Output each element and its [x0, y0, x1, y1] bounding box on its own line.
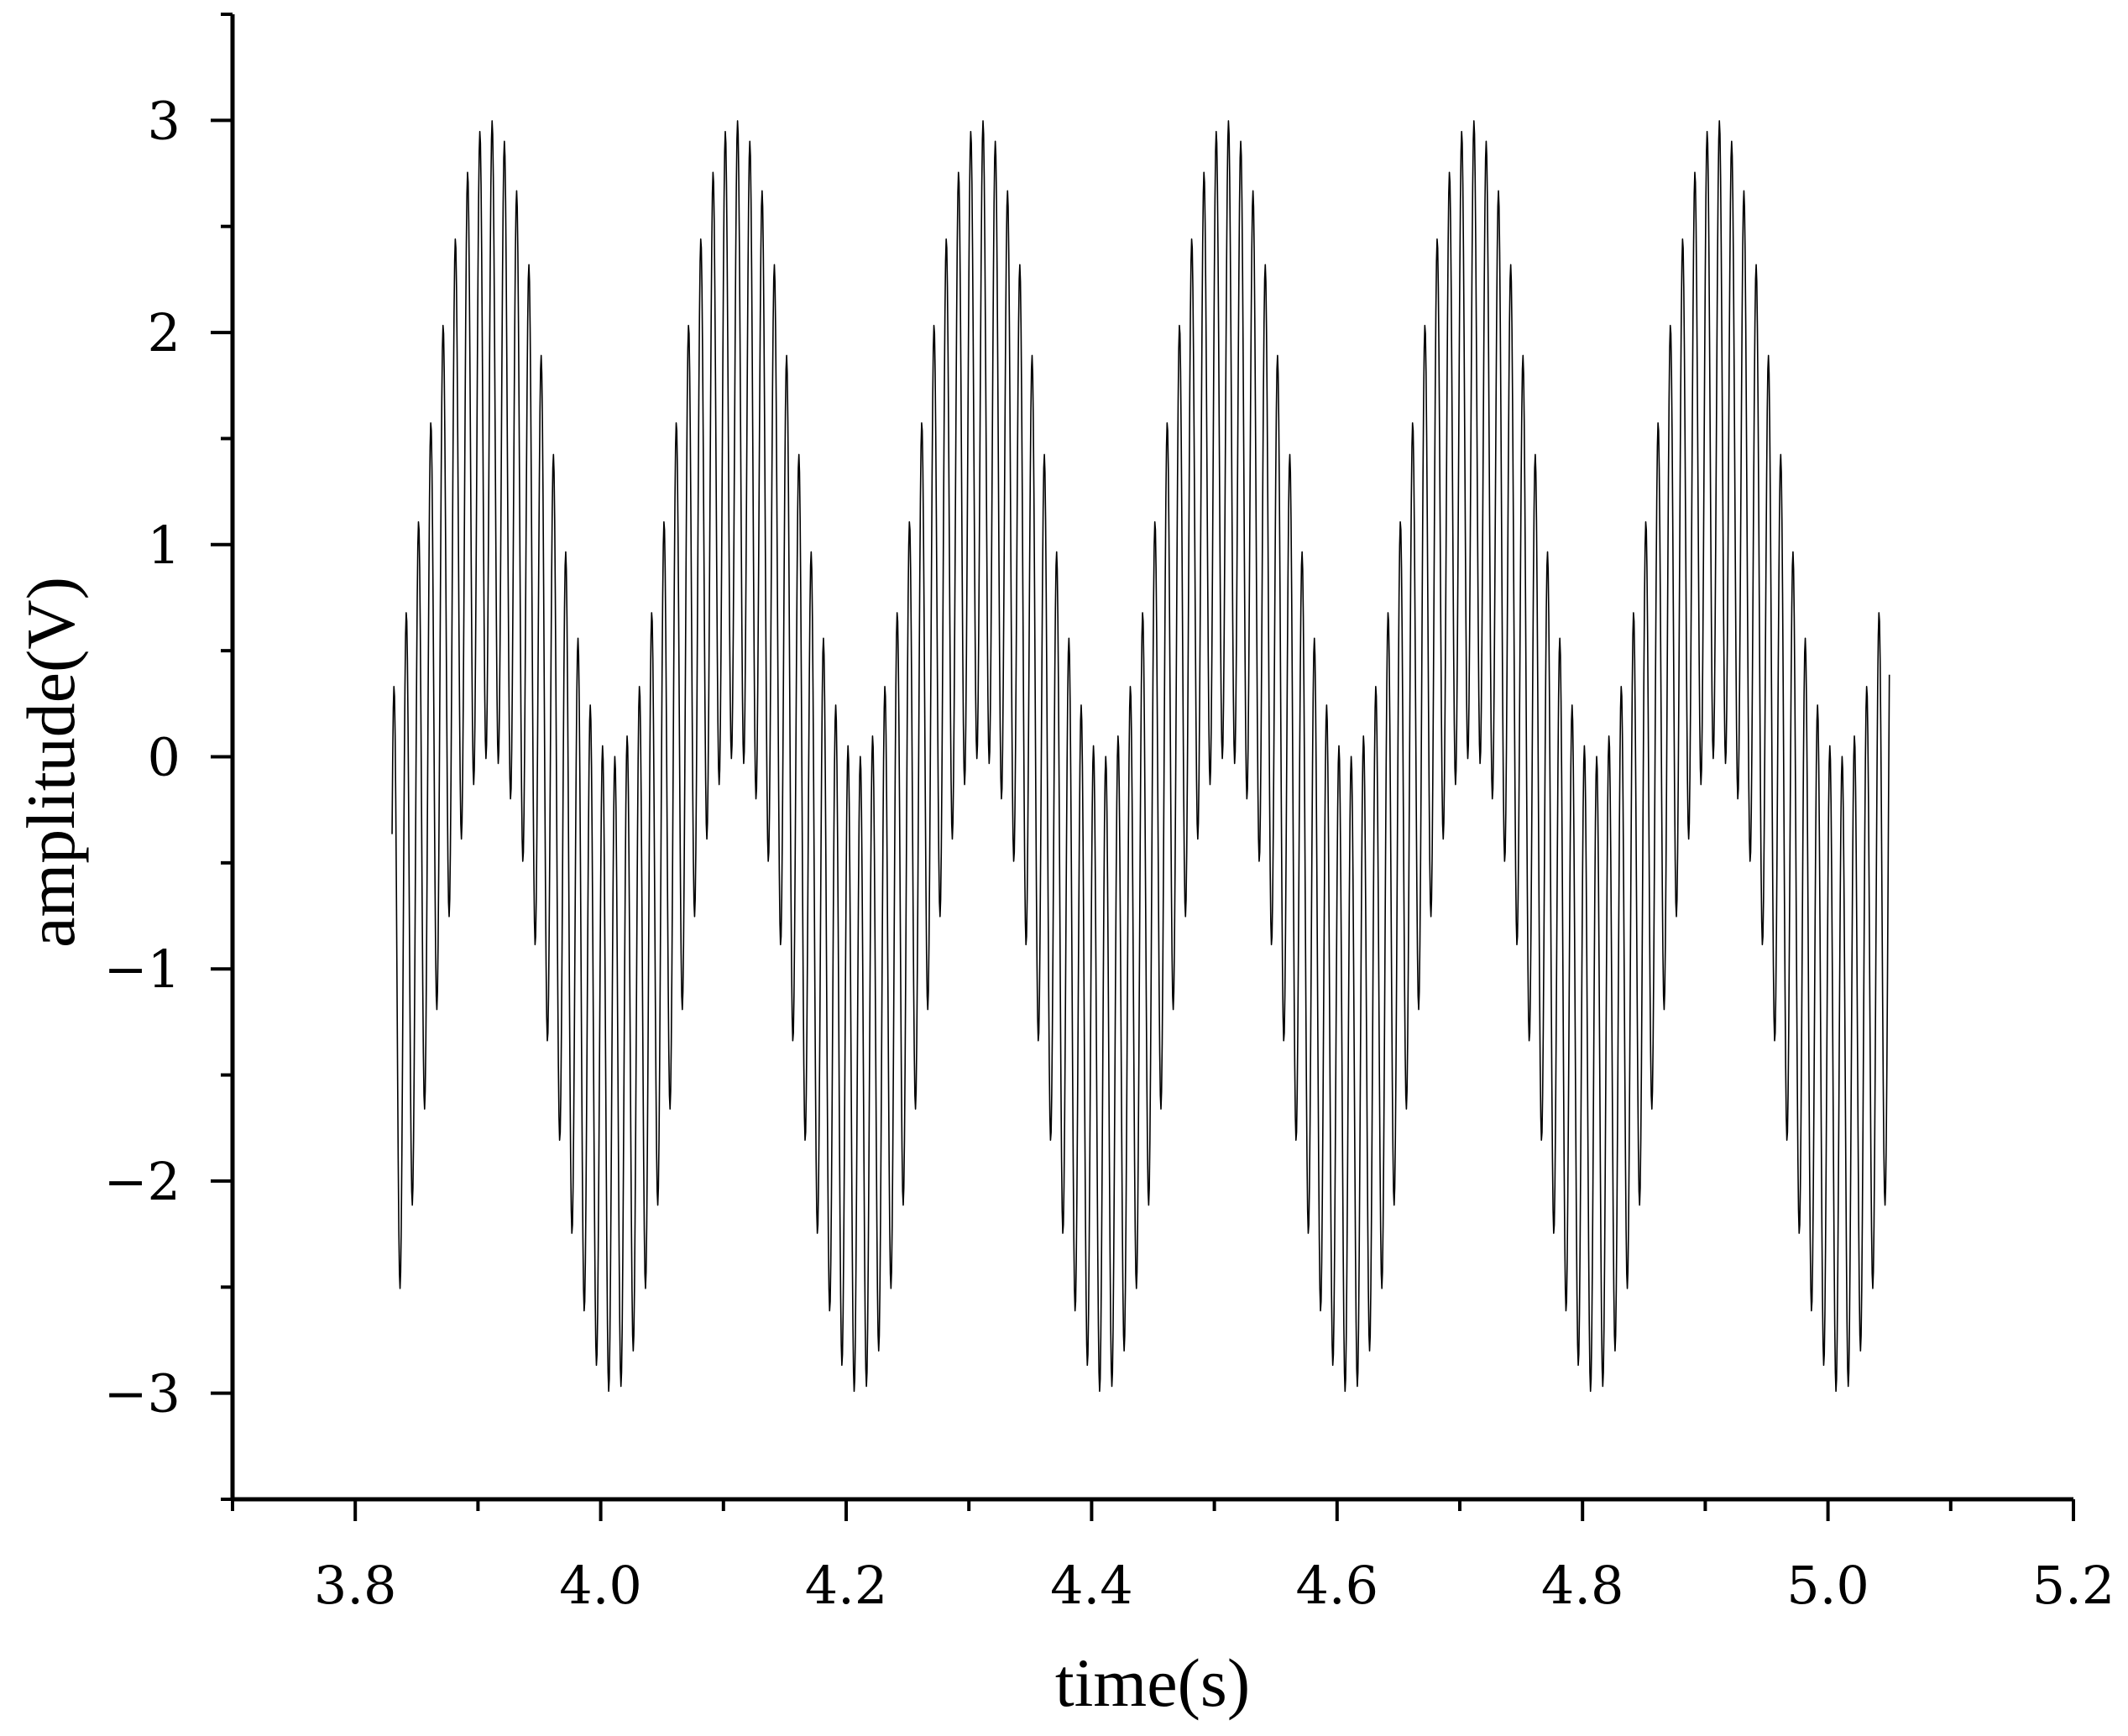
x-tick-label: 3.8 — [314, 1555, 397, 1616]
x-tick-label: 4.4 — [1050, 1555, 1133, 1616]
y-tick-label: 3 — [148, 90, 180, 151]
y-tick-label: 1 — [148, 515, 180, 576]
x-axis-title: time(s) — [1055, 1644, 1250, 1721]
x-tick-label: 5.2 — [2032, 1555, 2115, 1616]
x-tick-label: 4.8 — [1541, 1555, 1624, 1616]
axes: 3.8 4.0 4.2 4.4 4.6 4.8 5.0 5.2 −3 −2 −1 0 1 2 3 — [104, 13, 2115, 1616]
series-line — [391, 120, 1890, 1393]
y-ticks: −3 −2 −1 0 1 2 3 — [104, 13, 233, 1501]
y-tick-label: −1 — [104, 939, 180, 1000]
x-tick-label: 5.0 — [1786, 1555, 1869, 1616]
x-tick-label: 4.0 — [559, 1555, 642, 1616]
y-tick-label: 2 — [148, 302, 180, 363]
x-tick-label: 4.2 — [805, 1555, 888, 1616]
y-axis-title: amplitude(V) — [13, 577, 89, 948]
y-tick-label: 0 — [148, 727, 180, 788]
x-ticks: 3.8 4.0 4.2 4.4 4.6 4.8 5.0 5.2 — [231, 1499, 2115, 1616]
plot-area — [391, 120, 1890, 1393]
y-tick-label: −3 — [104, 1363, 180, 1425]
x-tick-label: 4.6 — [1295, 1555, 1378, 1616]
y-tick-label: −2 — [104, 1151, 180, 1212]
